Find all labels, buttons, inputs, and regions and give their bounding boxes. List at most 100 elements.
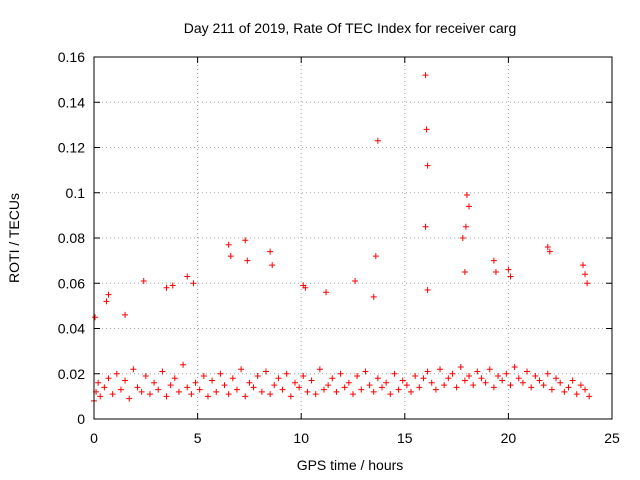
data-point	[337, 370, 344, 377]
data-point	[209, 377, 216, 384]
data-point	[422, 72, 429, 79]
data-point	[275, 375, 282, 382]
data-point	[229, 375, 236, 382]
data-point	[163, 284, 170, 291]
data-point	[350, 391, 356, 398]
data-point	[528, 384, 535, 391]
data-point	[540, 382, 547, 389]
data-point	[167, 382, 174, 389]
data-point	[320, 386, 327, 393]
data-point	[180, 361, 187, 368]
data-point	[287, 393, 294, 400]
data-point	[142, 373, 149, 380]
data-point	[441, 382, 448, 389]
y-tick-label: 0	[77, 411, 85, 427]
x-tick-label: 5	[194, 430, 202, 446]
data-point	[204, 393, 211, 400]
data-point	[478, 375, 485, 382]
data-point	[291, 379, 298, 386]
data-point	[519, 379, 526, 386]
data-point	[175, 388, 182, 395]
data-point	[370, 293, 377, 300]
data-point	[490, 384, 497, 391]
data-point	[573, 391, 580, 398]
data-point	[511, 363, 518, 370]
data-point	[190, 280, 197, 287]
data-point	[586, 393, 593, 400]
x-tick-label: 15	[397, 430, 413, 446]
data-point	[258, 388, 265, 395]
data-point	[463, 192, 470, 199]
y-tick-label: 0.04	[58, 321, 85, 337]
data-point	[140, 277, 147, 284]
data-point	[524, 368, 531, 375]
data-point	[184, 384, 191, 391]
data-point	[101, 384, 108, 391]
data-point	[432, 386, 439, 393]
data-point	[184, 273, 191, 280]
data-point	[242, 393, 249, 400]
data-point	[113, 370, 120, 377]
data-point	[579, 262, 586, 269]
data-point	[117, 386, 124, 393]
data-point	[490, 257, 497, 264]
data-point	[372, 253, 379, 260]
data-point	[422, 223, 429, 230]
data-point	[532, 373, 539, 380]
data-point	[424, 287, 431, 294]
data-point	[122, 377, 129, 384]
data-point	[569, 377, 576, 384]
data-point	[536, 377, 543, 384]
data-point	[403, 382, 410, 389]
data-point	[300, 373, 307, 380]
data-point	[155, 386, 162, 393]
data-point	[246, 379, 253, 386]
data-point	[428, 379, 435, 386]
data-point	[358, 386, 365, 393]
data-point	[577, 382, 584, 389]
data-point	[345, 379, 352, 386]
x-tick-label: 0	[90, 430, 98, 446]
data-point	[134, 384, 141, 391]
data-point	[225, 391, 232, 398]
data-point	[169, 282, 176, 289]
data-point	[271, 382, 278, 389]
data-point	[352, 277, 359, 284]
data-point	[461, 377, 468, 384]
data-point	[302, 284, 309, 291]
data-point	[391, 370, 398, 377]
data-point	[474, 368, 481, 375]
data-point	[95, 379, 102, 386]
gridlines	[94, 57, 612, 419]
data-point	[138, 388, 145, 395]
data-point	[279, 386, 286, 393]
data-point	[546, 248, 553, 255]
data-point	[416, 384, 423, 391]
data-point	[423, 126, 430, 133]
x-axis-label: GPS time / hours	[297, 457, 404, 473]
data-point	[565, 384, 572, 391]
y-tick-label: 0.16	[58, 49, 85, 65]
data-point	[196, 386, 203, 393]
data-point	[227, 253, 234, 260]
data-point	[370, 388, 377, 395]
y-axis-label: ROTI / TECUs	[6, 193, 22, 283]
data-point	[296, 384, 303, 391]
data-point	[379, 384, 386, 391]
data-point	[267, 248, 274, 255]
y-tick-label: 0.06	[58, 275, 85, 291]
data-point	[97, 393, 104, 400]
y-tick-label: 0.02	[58, 366, 85, 382]
data-point	[283, 370, 290, 377]
data-point	[453, 384, 460, 391]
x-tick-label: 10	[293, 430, 309, 446]
data-point	[387, 391, 394, 398]
data-point	[499, 377, 506, 384]
data-point	[582, 271, 589, 278]
data-point	[325, 382, 332, 389]
data-point	[420, 375, 427, 382]
data-point	[544, 370, 551, 377]
data-point	[217, 370, 224, 377]
data-point	[225, 241, 232, 248]
